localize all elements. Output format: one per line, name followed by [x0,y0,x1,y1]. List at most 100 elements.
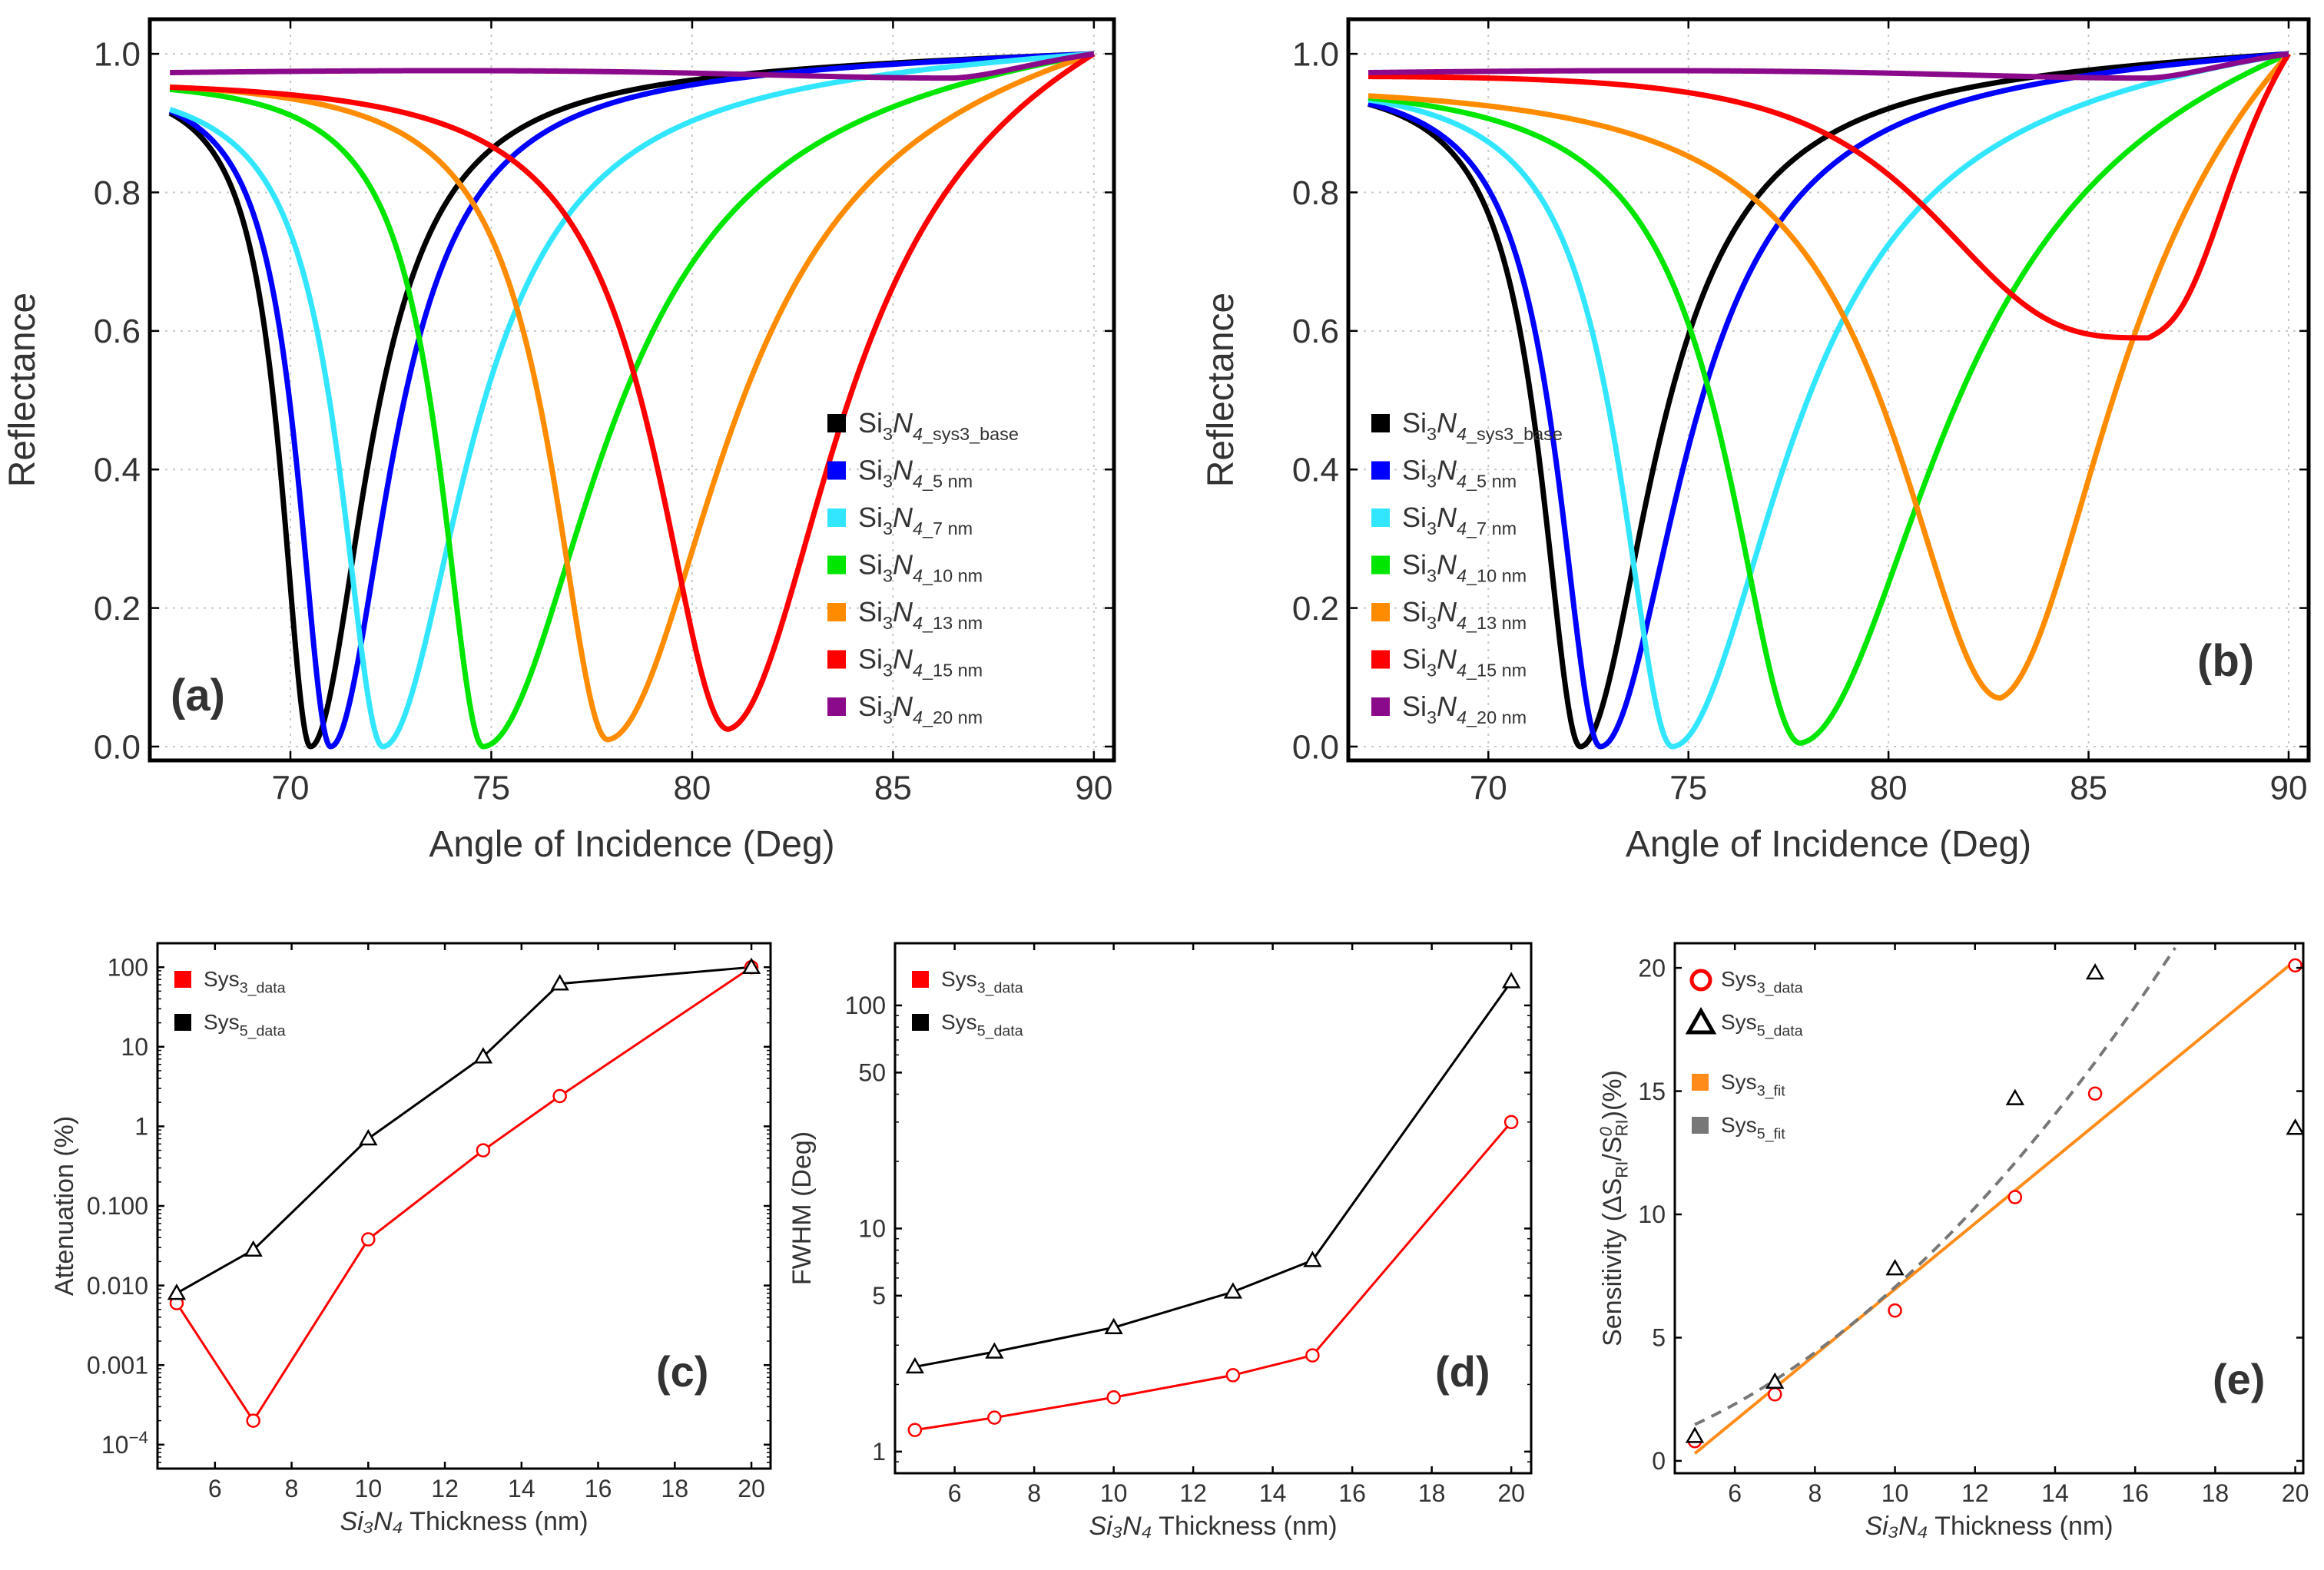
point-Sys5_data [985,1342,1004,1359]
legend-swatch [1371,603,1390,621]
y-axis-label: Reflectance [1201,293,1242,487]
x-tick-label: 70 [272,770,310,807]
y-tick-label: 5 [872,1282,886,1310]
y-axis-label: FWHM (Deg) [787,1131,817,1285]
point-Sys5_data [1104,1317,1123,1335]
legend-swatch [1371,697,1390,716]
legend-swatch [1685,1006,1717,1035]
y-tick-label: 10−4 [101,1428,148,1459]
x-tick-label: 14 [1259,1479,1287,1507]
panel-label: (d) [1435,1347,1490,1396]
series-line-Si3N4_10nm [167,51,1096,750]
x-tick-label: 18 [2202,1479,2230,1507]
fit-line-Sys3_fit [1693,959,2296,1455]
x-tick-label: 10 [355,1475,383,1502]
point-Sys3_data [1768,1387,1782,1402]
x-tick-label: 14 [508,1475,535,1502]
legend-c: Sys3_data Sys5_data [174,967,286,1039]
series-line-Si3N4_7nm [1366,51,2291,750]
point-Sys3_data [2288,958,2302,973]
x-tick-label: 8 [1808,1479,1822,1507]
x-tick-label: 20 [738,1475,765,1502]
series-line-Sys5_data [914,980,1513,1368]
legend-a: Si3N4_sys3_base Si3N4_5 nm Si3N4_7 nm Si3N4… [827,407,1019,727]
legend-e: Sys3_data Sys5_data Sys3_fit Sys5_fit [1685,967,1803,1142]
panel-c: 6 8 10 12 14 16 18 20 100 10 1 0.100 0.010 0.001 10−4 S… [50,942,772,1536]
y-tick-label: 1.0 [94,35,141,73]
x-axis-label: Si₃N₄ Thickness (nm) [1865,1512,2113,1541]
series-line-Si3N4_5nm [1366,51,2291,750]
legend-label: Si3N4_7 nm [1402,502,1517,538]
y-axis-label: Attenuation (%) [50,1116,79,1296]
legend-swatch [1371,555,1390,575]
y-tick-label: 0.4 [94,452,141,489]
y-tick-label: 100 [845,992,886,1019]
legend-label: Sys3_data [1721,967,1803,996]
x-tick-label: 85 [2070,770,2107,807]
x-tick-label: 6 [1728,1479,1742,1507]
legend-swatch [1371,461,1390,480]
point-Sys5_data [1885,1259,1905,1276]
point-Sys5_data [167,1283,187,1300]
plot-area-a [167,51,1096,750]
legend-swatch [912,1014,929,1031]
legend-swatch [174,1014,191,1031]
y-tick-label: 0.0 [1292,728,1339,766]
panel-label: (a) [171,671,225,720]
x-tick-label: 18 [661,1475,689,1502]
axes-frame-e [1673,942,2305,1475]
x-tick-label: 80 [673,770,711,807]
y-tick-label: 0.010 [87,1272,148,1300]
fit-line-Sys5_fit [1694,946,2176,1426]
legend-b: Si3N4_sys3_base Si3N4_5 nm Si3N4_7 nm Si3N4… [1371,407,1563,727]
x-tick-label: 20 [2282,1479,2309,1507]
x-tick-label: 12 [1179,1479,1207,1507]
y-axis-label: Sensitivity (ΔSRI/S0RI)(%) [1596,1070,1631,1346]
point-Sys5_data [359,1128,378,1146]
y-tick-label: 0.2 [94,590,141,628]
x-tick-label: 20 [1497,1479,1525,1507]
legend-swatch [1692,1117,1709,1134]
panel-label: (e) [2213,1355,2265,1403]
point-Sys3_data [361,1232,376,1247]
x-tick-label: 16 [2121,1479,2149,1507]
point-Sys5_data [1223,1282,1243,1299]
y-tick-label: 10 [858,1215,886,1243]
y-tick-label: 15 [1638,1078,1666,1105]
y-axis-label: Reflectance [2,293,43,487]
legend-swatch [1371,508,1390,527]
y-tick-label: 20 [1638,954,1666,982]
y-tick-label: 100 [108,953,148,981]
x-tick-label: 8 [285,1475,299,1502]
point-Sys5_data [473,1047,493,1064]
point-Sys5_data [1685,1426,1705,1443]
point-Sys3_data [552,1088,567,1104]
y-tick-label: 0.6 [94,313,141,350]
legend-label: Si3N4_13 nm [858,596,983,633]
legend-swatch [827,697,846,716]
panel-d: 6 8 10 12 14 16 18 20 100 50 10 5 1 Si₃N₄ Thickness (… [787,942,1533,1541]
y-tick-label: 0.2 [1292,590,1339,628]
legend-label: Si3N4_10 nm [1402,549,1527,586]
point-Sys3_data [1503,1115,1519,1130]
legend-d: Sys3_data Sys5_data [912,967,1023,1039]
legend-label: Si3N4_5 nm [1402,455,1517,492]
panel-label: (b) [2197,636,2254,686]
x-tick-label: 75 [1669,770,1707,807]
x-tick-label: 16 [1338,1479,1366,1507]
plot-area-d [914,980,1513,1432]
legend-label: Si3N4_5 nm [858,455,973,492]
axes-frame-b [1346,17,2311,763]
grid-b [1348,19,2309,760]
x-axis-label: Si₃N₄ Thickness (nm) [1089,1512,1337,1541]
series-line-Sys3_data [175,966,752,1423]
plot-area-e [1693,946,2296,1455]
x-tick-label: 8 [1027,1479,1041,1507]
axes-frame-d [893,942,1533,1475]
series-line-Si3N4_10nm [1366,51,2291,746]
legend-label: Si3N4_10 nm [858,549,983,586]
y-tick-label: 0 [1652,1447,1666,1475]
point-Sys5_data [2085,962,2105,980]
point-Sys3_data [1888,1303,1902,1318]
